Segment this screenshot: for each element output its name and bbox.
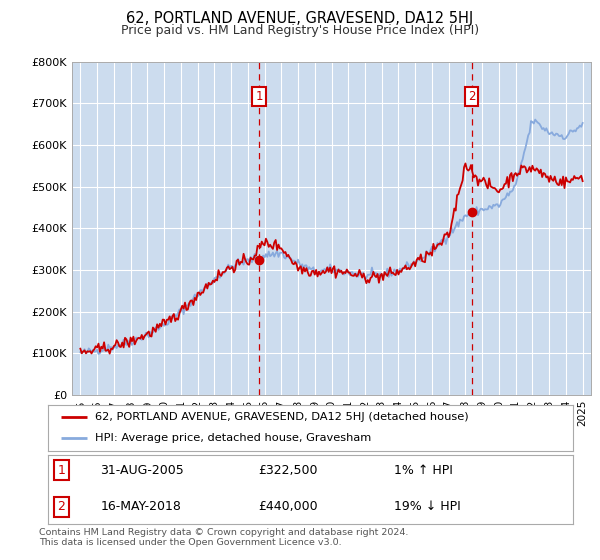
Text: 31-AUG-2005: 31-AUG-2005 <box>101 464 184 477</box>
Text: 2: 2 <box>57 500 65 513</box>
Text: Contains HM Land Registry data © Crown copyright and database right 2024.
This d: Contains HM Land Registry data © Crown c… <box>39 528 409 547</box>
Text: Price paid vs. HM Land Registry's House Price Index (HPI): Price paid vs. HM Land Registry's House … <box>121 24 479 36</box>
Text: 62, PORTLAND AVENUE, GRAVESEND, DA12 5HJ: 62, PORTLAND AVENUE, GRAVESEND, DA12 5HJ <box>127 11 473 26</box>
Text: 16-MAY-2018: 16-MAY-2018 <box>101 500 181 513</box>
Text: HPI: Average price, detached house, Gravesham: HPI: Average price, detached house, Grav… <box>95 433 371 444</box>
Text: 19% ↓ HPI: 19% ↓ HPI <box>395 500 461 513</box>
Text: 1: 1 <box>57 464 65 477</box>
Text: £322,500: £322,500 <box>258 464 317 477</box>
Text: £440,000: £440,000 <box>258 500 317 513</box>
Text: 2: 2 <box>468 90 475 103</box>
Text: 1: 1 <box>255 90 263 103</box>
Text: 1% ↑ HPI: 1% ↑ HPI <box>395 464 454 477</box>
Text: 62, PORTLAND AVENUE, GRAVESEND, DA12 5HJ (detached house): 62, PORTLAND AVENUE, GRAVESEND, DA12 5HJ… <box>95 412 469 422</box>
